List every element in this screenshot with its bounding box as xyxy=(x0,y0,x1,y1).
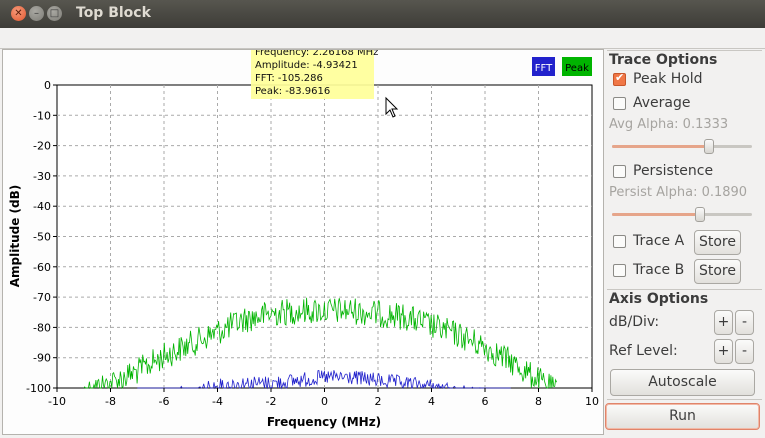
avg-alpha-fill xyxy=(612,145,709,148)
trace-a-label[interactable]: Trace A xyxy=(633,233,684,249)
tooltip-amplitude: Amplitude: -4.93421 xyxy=(255,60,358,71)
tooltip-peak: Peak: -83.9616 xyxy=(255,86,330,97)
tooltip-frequency: Frequency: 2.26168 MHz xyxy=(255,50,378,58)
x-tick-label: 10 xyxy=(585,395,599,408)
trace-b-label[interactable]: Trace B xyxy=(633,262,684,278)
tooltip-fft: FFT: -105.286 xyxy=(255,73,323,84)
y-tick-label: -80 xyxy=(33,321,51,334)
peak-hold-checkbox[interactable] xyxy=(613,73,626,86)
y-tick-label: 0 xyxy=(44,79,51,92)
y-tick-label: -50 xyxy=(33,231,51,244)
y-tick-label: -60 xyxy=(33,261,51,274)
db-div-plus-button[interactable]: + xyxy=(714,310,733,335)
autoscale-button[interactable]: Autoscale xyxy=(610,369,755,396)
legend-peak-label: Peak xyxy=(565,63,589,74)
x-tick-label: 0 xyxy=(321,395,328,408)
run-button[interactable]: Run xyxy=(605,403,760,430)
y-tick-label: -70 xyxy=(33,291,51,304)
title-bar: ✕ – □ Top Block xyxy=(0,0,765,28)
y-tick-label: -10 xyxy=(33,109,51,122)
x-tick-label: 6 xyxy=(482,395,489,408)
db-div-minus-button[interactable]: - xyxy=(735,310,754,335)
minimize-icon[interactable]: – xyxy=(29,6,44,21)
menu-bar xyxy=(0,28,765,49)
average-label[interactable]: Average xyxy=(633,95,691,111)
x-tick-label: -6 xyxy=(159,395,170,408)
average-checkbox[interactable] xyxy=(613,97,626,110)
avg-alpha-label: Avg Alpha: 0.1333 xyxy=(609,117,728,132)
x-tick-label: 8 xyxy=(535,395,542,408)
persist-alpha-fill xyxy=(612,213,700,216)
trace-a-store-button[interactable]: Store xyxy=(694,230,741,255)
db-div-label: dB/Div: xyxy=(609,314,659,330)
persist-alpha-handle[interactable] xyxy=(695,207,705,222)
y-tick-label: -20 xyxy=(33,140,51,153)
window-title: Top Block xyxy=(76,5,151,21)
x-tick-label: 4 xyxy=(428,395,435,408)
control-panel: Trace Options Peak Hold Average Avg Alph… xyxy=(604,49,764,435)
persistence-checkbox[interactable] xyxy=(613,165,626,178)
ref-level-minus-button[interactable]: - xyxy=(735,339,754,364)
separator xyxy=(607,399,762,400)
ref-level-label: Ref Level: xyxy=(609,343,678,359)
close-icon[interactable]: ✕ xyxy=(11,6,26,21)
persist-alpha-label: Persist Alpha: 0.1890 xyxy=(609,185,747,200)
y-tick-label: -30 xyxy=(33,170,51,183)
x-tick-label: -4 xyxy=(212,395,223,408)
trace-b-checkbox[interactable] xyxy=(613,264,626,277)
x-tick-label: 2 xyxy=(375,395,382,408)
peak-hold-label[interactable]: Peak Hold xyxy=(633,71,703,87)
separator xyxy=(607,289,762,290)
persistence-label[interactable]: Persistence xyxy=(633,163,713,179)
x-tick-label: -2 xyxy=(266,395,277,408)
ref-level-plus-button[interactable]: + xyxy=(714,339,733,364)
legend: FFT Peak xyxy=(532,57,592,76)
readout-tooltip: Frequency: 2.26168 MHz Amplitude: -4.934… xyxy=(251,50,378,99)
trace-options-title: Trace Options xyxy=(609,52,717,68)
x-tick-label: -8 xyxy=(105,395,116,408)
maximize-icon[interactable]: □ xyxy=(47,6,62,21)
y-axis-label: Amplitude (dB) xyxy=(8,185,22,288)
avg-alpha-handle[interactable] xyxy=(704,139,714,154)
x-tick-label: -10 xyxy=(48,395,66,408)
persist-alpha-slider[interactable] xyxy=(612,213,752,216)
avg-alpha-slider[interactable] xyxy=(612,145,752,148)
y-tick-label: -40 xyxy=(33,200,51,213)
axis-options-title: Axis Options xyxy=(609,291,708,307)
trace-b-store-button[interactable]: Store xyxy=(694,259,741,284)
y-tick-label: -100 xyxy=(26,382,51,395)
x-axis-label: Frequency (MHz) xyxy=(267,415,381,429)
legend-fft-label: FFT xyxy=(535,63,553,74)
trace-a-checkbox[interactable] xyxy=(613,235,626,248)
y-tick-label: -90 xyxy=(33,352,51,365)
separator xyxy=(607,50,762,51)
